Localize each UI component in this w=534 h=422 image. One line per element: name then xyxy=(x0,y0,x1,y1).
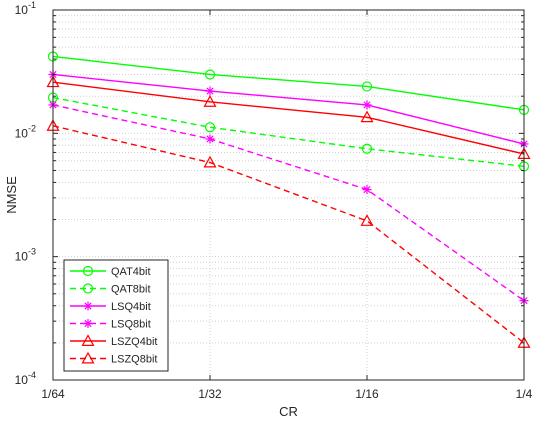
series-line xyxy=(52,125,525,344)
data-point xyxy=(205,86,215,96)
data-point xyxy=(362,185,372,195)
series-line xyxy=(52,55,525,111)
x-tick-label: 1/16 xyxy=(355,387,379,401)
legend-label: LSZQ8bit xyxy=(111,354,157,366)
axis-ticks: 1/64 1/32 1/16 1/4 10-1 10-2 10-3 10-4 xyxy=(15,0,533,401)
x-tick-label: 1/32 xyxy=(198,387,222,401)
series-line xyxy=(52,81,525,155)
data-point xyxy=(203,155,217,168)
series-line xyxy=(52,73,525,145)
plot-frame xyxy=(52,9,525,381)
legend-box xyxy=(63,259,169,372)
legend-item: QAT8bit xyxy=(70,283,151,296)
data-point xyxy=(204,122,216,133)
legend-marker xyxy=(81,334,95,346)
y-tick-label: 10-2 xyxy=(15,123,36,140)
x-axis-label: CR xyxy=(279,404,298,419)
data-point xyxy=(205,134,215,144)
x-tick-label: 1/64 xyxy=(41,387,65,401)
legend: QAT4bit QAT8bit LSQ4bit LSQ8bit LSZQ4bit LSZQ… xyxy=(63,259,169,372)
y-tick-label: 10-1 xyxy=(15,0,36,17)
series-LSZQ8bit xyxy=(46,119,531,348)
data-point xyxy=(361,143,373,154)
legend-item: LSQ8bit xyxy=(70,319,151,331)
y-tick-label: 10-3 xyxy=(15,247,36,264)
data-point xyxy=(360,214,374,226)
data-point xyxy=(360,110,374,123)
legend-item: QAT4bit xyxy=(70,265,151,278)
data-point xyxy=(204,69,216,80)
data-point xyxy=(203,95,217,107)
legend-marker xyxy=(83,301,93,311)
x-tick-label: 1/4 xyxy=(516,387,533,401)
data-point xyxy=(362,100,372,110)
legend-item: LSZQ4bit xyxy=(70,334,157,348)
y-axis-label: NMSE xyxy=(4,176,19,214)
legend-label: QAT8bit xyxy=(111,284,151,296)
legend-label: LSQ8bit xyxy=(111,319,151,331)
legend-item: LSZQ8bit xyxy=(70,351,157,366)
legend-item: LSQ4bit xyxy=(70,301,151,313)
legend-marker xyxy=(83,319,93,328)
legend-marker xyxy=(82,283,94,294)
data-point xyxy=(361,81,373,92)
legend-label: LSZQ4bit xyxy=(111,336,157,348)
legend-marker xyxy=(82,265,94,277)
y-tick-label: 10-4 xyxy=(15,370,36,387)
legend-label: LSQ4bit xyxy=(111,301,151,313)
series-line xyxy=(52,104,525,302)
legend-label: QAT4bit xyxy=(111,266,151,278)
legend-marker xyxy=(81,351,95,364)
